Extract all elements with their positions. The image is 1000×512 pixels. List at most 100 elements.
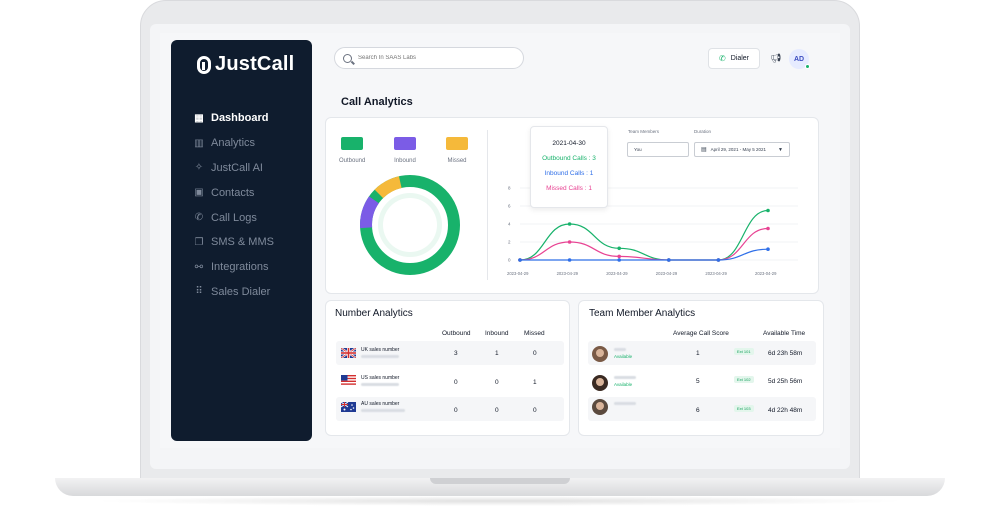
legend-label: Outbound bbox=[339, 158, 366, 164]
y-tick-label: 2 bbox=[508, 240, 511, 245]
logo-text: JustCall bbox=[215, 53, 295, 75]
redacted-number bbox=[361, 409, 405, 412]
tooltip-inbound: Inbound Calls : 1 bbox=[544, 170, 594, 177]
calendar-icon: ▤ bbox=[701, 147, 707, 153]
integrations-icon: ⚯ bbox=[194, 261, 204, 273]
data-point[interactable] bbox=[617, 246, 621, 251]
search-bar[interactable] bbox=[334, 47, 524, 69]
sidebar-item-dashboard[interactable]: ▦ Dashboard bbox=[193, 106, 274, 131]
member-avatar bbox=[592, 375, 608, 391]
online-status-dot bbox=[805, 64, 810, 69]
extension-badge: Ext 103 bbox=[734, 405, 754, 412]
missed-value: 1 bbox=[533, 379, 537, 386]
team-members-select[interactable]: You bbox=[627, 142, 689, 157]
sidebar-item-contacts[interactable]: ▣ Contacts bbox=[193, 180, 274, 205]
sidebar-item-sales-dialer[interactable]: ⠿ Sales Dialer bbox=[193, 280, 274, 305]
grid-icon: ▦ bbox=[194, 112, 204, 124]
sidebar-item-call-logs[interactable]: ✆ Call Logs bbox=[193, 205, 274, 230]
sidebar-item-label: Dashboard bbox=[211, 112, 269, 125]
contacts-icon: ▣ bbox=[194, 187, 204, 199]
member-avatar bbox=[592, 399, 608, 415]
tooltip-missed: Missed Calls : 1 bbox=[546, 185, 592, 192]
available-time: 5d 25h 56m bbox=[768, 378, 803, 385]
data-point[interactable] bbox=[766, 247, 770, 251]
chevron-down-icon: ▼ bbox=[778, 147, 783, 153]
sidebar-item-analytics[interactable]: ▥ Analytics bbox=[193, 131, 274, 156]
sidebar-item-label: Analytics bbox=[211, 137, 256, 150]
series-line bbox=[519, 227, 769, 261]
legend-outbound[interactable]: Outbound bbox=[339, 137, 365, 164]
data-point[interactable] bbox=[766, 208, 770, 213]
sidebar-item-justcall-ai[interactable]: ✧ JustCall AI bbox=[193, 156, 274, 181]
search-input[interactable] bbox=[358, 55, 508, 61]
ai-icon: ✧ bbox=[194, 162, 204, 174]
donut-missed-segment bbox=[374, 176, 402, 199]
series-line bbox=[519, 248, 769, 261]
megaphone-icon[interactable]: 📢︎ bbox=[770, 53, 782, 63]
sidebar: JustCall ▦ Dashboard ▥ Analytics ✧ JustC… bbox=[171, 40, 312, 441]
y-tick-label: 0 bbox=[508, 258, 511, 263]
sidebar-item-label: Integrations bbox=[211, 261, 269, 274]
chart-divider bbox=[487, 130, 488, 280]
legend-label: Inbound bbox=[394, 158, 416, 164]
column-header: Missed bbox=[524, 330, 545, 337]
data-point[interactable] bbox=[567, 258, 572, 262]
sidebar-item-label: JustCall AI bbox=[211, 161, 263, 174]
data-point[interactable] bbox=[617, 254, 621, 259]
search-icon bbox=[343, 53, 352, 63]
dialer-button[interactable]: ✆ Dialer bbox=[708, 48, 760, 69]
table-row[interactable] bbox=[588, 397, 816, 421]
x-tick-label: 2023-04-29 bbox=[507, 271, 529, 276]
x-tick-label: 2023-04-29 bbox=[606, 271, 628, 276]
data-point[interactable] bbox=[567, 240, 572, 244]
extension-badge: Ext 101 bbox=[734, 348, 754, 355]
sidebar-item-label: Call Logs bbox=[211, 211, 257, 224]
sidebar-item-label: Contacts bbox=[211, 186, 255, 199]
column-header: Average Call Score bbox=[673, 330, 729, 337]
outbound-value: 0 bbox=[454, 379, 458, 386]
missed-value: 0 bbox=[533, 350, 537, 357]
legend-inbound[interactable]: Inbound bbox=[394, 137, 416, 164]
outbound-value: 0 bbox=[454, 407, 458, 414]
data-point[interactable] bbox=[518, 258, 522, 262]
call-score: 5 bbox=[696, 378, 700, 385]
x-tick-label: 2023-04-29 bbox=[705, 271, 727, 276]
legend-swatch bbox=[446, 137, 468, 150]
y-tick-label: 6 bbox=[508, 204, 511, 209]
sidebar-item-sms-mms[interactable]: ❐ SMS & MMS bbox=[193, 230, 274, 255]
call-score: 6 bbox=[696, 407, 700, 414]
outbound-value: 3 bbox=[454, 350, 458, 357]
x-tick-label: 2023-04-29 bbox=[656, 271, 678, 276]
team-members-value: You bbox=[634, 147, 642, 152]
user-avatar[interactable]: AD bbox=[789, 49, 810, 69]
legend-missed[interactable]: Missed bbox=[446, 137, 468, 164]
duration-value: April 29, 2021 - May 5 2021 bbox=[710, 147, 766, 152]
redacted-name bbox=[614, 402, 636, 405]
inbound-value: 0 bbox=[495, 407, 499, 414]
justcall-logo[interactable]: JustCall bbox=[197, 53, 294, 76]
series-line bbox=[519, 209, 769, 261]
chart-tooltip: 2021-04-30 Outbound Calls : 3 Inbound Ca… bbox=[530, 126, 608, 208]
data-point[interactable] bbox=[667, 258, 671, 262]
donut-chart[interactable] bbox=[357, 175, 463, 275]
us-flag-icon bbox=[341, 375, 356, 385]
member-avatar bbox=[592, 346, 608, 362]
sidebar-item-integrations[interactable]: ⚯ Integrations bbox=[193, 255, 274, 280]
table-row[interactable] bbox=[588, 341, 816, 365]
data-point[interactable] bbox=[567, 222, 572, 226]
extension-badge: Ext 102 bbox=[734, 376, 754, 383]
redacted-number bbox=[361, 383, 399, 386]
phone-icon: ✆ bbox=[194, 212, 204, 224]
table-row[interactable] bbox=[336, 341, 564, 365]
phone-icon: ✆ bbox=[719, 54, 726, 63]
logo-icon bbox=[197, 55, 211, 74]
inbound-value: 0 bbox=[495, 379, 499, 386]
duration-select[interactable]: ▤ April 29, 2021 - May 5 2021 ▼ bbox=[694, 142, 790, 157]
y-tick-label: 8 bbox=[508, 186, 511, 191]
data-point[interactable] bbox=[716, 258, 721, 262]
data-point[interactable] bbox=[617, 258, 621, 262]
sidebar-nav: ▦ Dashboard ▥ Analytics ✧ JustCall AI ▣ … bbox=[193, 106, 274, 304]
data-point[interactable] bbox=[766, 226, 770, 231]
tooltip-outbound: Outbound Calls : 3 bbox=[542, 155, 596, 162]
column-header: Available Time bbox=[763, 330, 806, 337]
